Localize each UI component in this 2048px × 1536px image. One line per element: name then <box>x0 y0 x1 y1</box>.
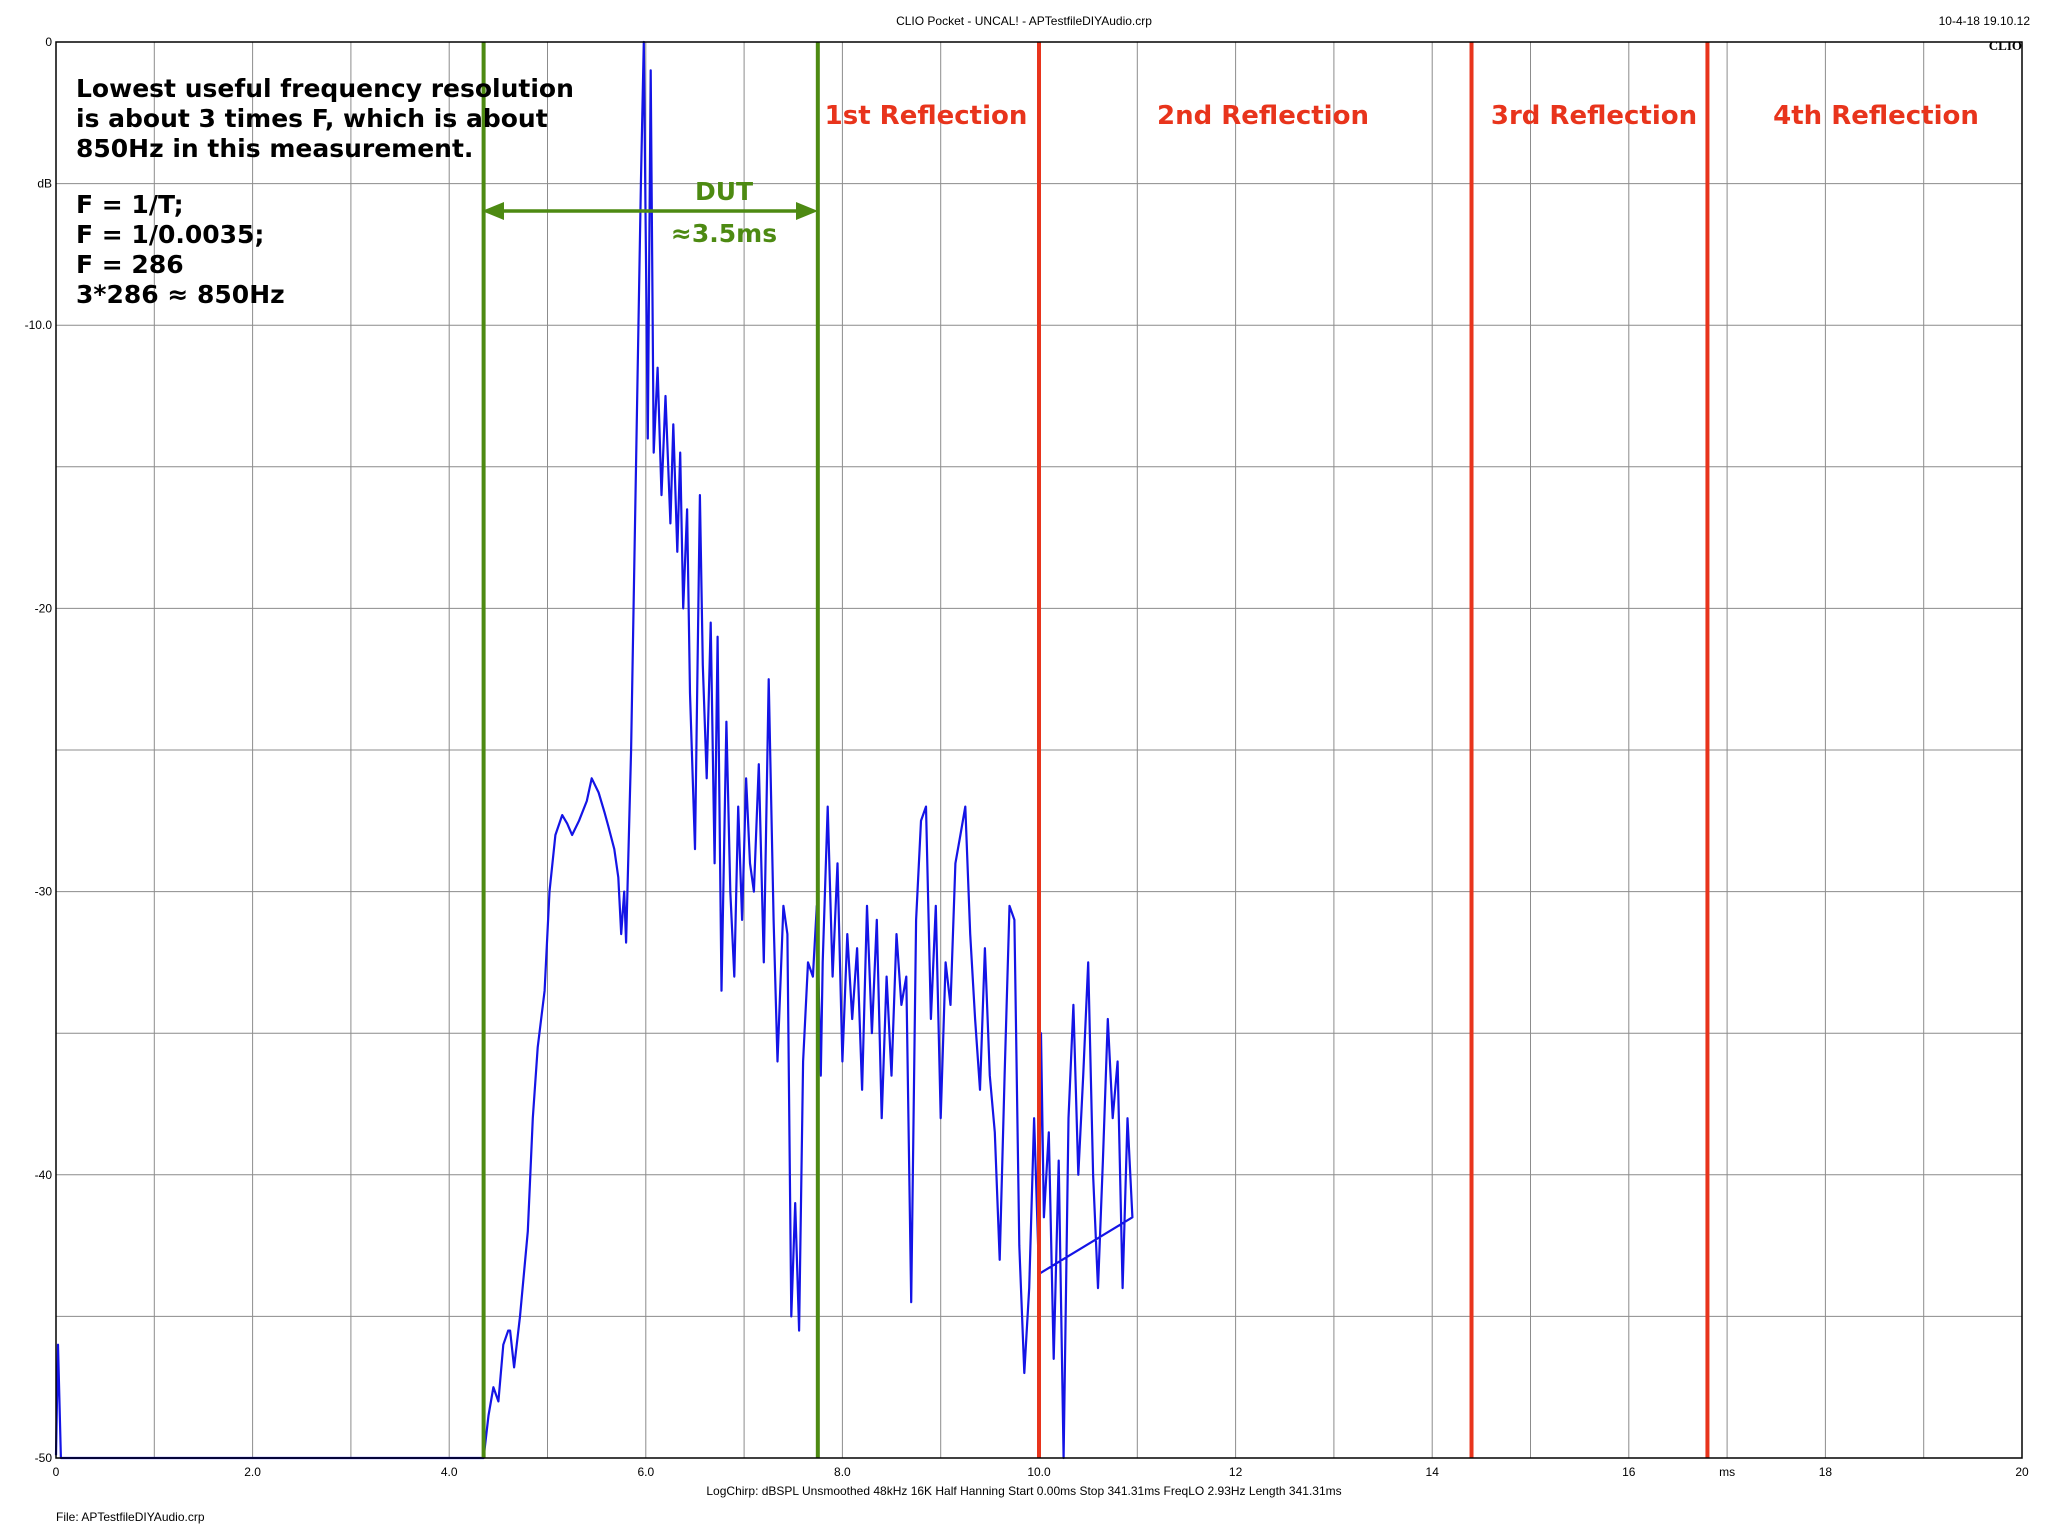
y-tick-label: -40 <box>35 1168 53 1182</box>
x-tick-label: 8.0 <box>834 1465 851 1479</box>
formula-line-4: 3*286 ≈ 850Hz <box>76 280 285 309</box>
x-tick-label: 2.0 <box>244 1465 261 1479</box>
reflection-label-2: 2nd Reflection <box>1157 101 1369 131</box>
note-line-1: Lowest useful frequency resolution <box>76 74 574 103</box>
trace-group <box>54 40 1134 1460</box>
note-block: Lowest useful frequency resolution is ab… <box>76 74 574 309</box>
x-tick-label: 20 <box>2015 1465 2029 1479</box>
dut-arrow-right-head <box>796 202 818 220</box>
x-tick-label: 4.0 <box>441 1465 458 1479</box>
timestamp: 10-4-18 19.10.12 <box>1938 14 2030 28</box>
file-label: File: APTestfileDIYAudio.crp <box>56 1510 205 1524</box>
y-tick-label: -10.0 <box>25 318 53 332</box>
y-tick-label: -30 <box>35 885 53 899</box>
y-tick-label: -50 <box>35 1451 53 1465</box>
plot-frame <box>55 41 2023 1459</box>
x-tick-label: ms <box>1719 1465 1735 1479</box>
note-line-3: 850Hz in this measurement. <box>76 134 473 163</box>
reflection-label-1: 1st Reflection <box>825 101 1028 131</box>
dut-label: DUT <box>695 177 753 206</box>
x-tick-label: 16 <box>1622 1465 1636 1479</box>
x-tick-label: 18 <box>1819 1465 1833 1479</box>
reflection-label-3: 3rd Reflection <box>1491 101 1697 131</box>
x-axis-ticks: 0 2.0 4.0 6.0 8.0 10.0 12 14 16 ms 18 20 <box>53 1465 2029 1479</box>
brand-label: CLIO <box>1989 38 2022 53</box>
formula-line-2: F = 1/0.0035; <box>76 220 264 249</box>
note-line-2: is about 3 times F, which is about <box>76 104 548 133</box>
x-tick-label: 10.0 <box>1027 1465 1051 1479</box>
x-tick-label: 6.0 <box>637 1465 654 1479</box>
y-tick-label: 0 <box>45 35 52 49</box>
impulse-trace <box>54 40 1134 1460</box>
x-tick-label: 12 <box>1229 1465 1243 1479</box>
x-tick-label: 0 <box>53 1465 60 1479</box>
y-tick-label: -20 <box>35 601 53 615</box>
dut-arrow-left-head <box>482 202 504 220</box>
dut-annotation: DUT ≈3.5ms <box>482 177 818 248</box>
x-tick-label: 14 <box>1426 1465 1440 1479</box>
measurement-parameters: LogChirp: dBSPL Unsmoothed 48kHz 16K Hal… <box>706 1484 1342 1498</box>
window-title: CLIO Pocket - UNCAL! - APTestfileDIYAudi… <box>896 14 1152 28</box>
y-tick-label: dB <box>37 177 52 191</box>
markers <box>481 42 1710 1458</box>
reflection-label-4: 4th Reflection <box>1773 101 1979 131</box>
dut-time-label: ≈3.5ms <box>671 219 777 248</box>
formula-line-3: F = 286 <box>76 250 184 279</box>
formula-line-1: F = 1/T; <box>76 190 184 219</box>
y-axis-ticks: 0 dB -10.0 -20 -30 -40 -50 <box>25 35 53 1465</box>
